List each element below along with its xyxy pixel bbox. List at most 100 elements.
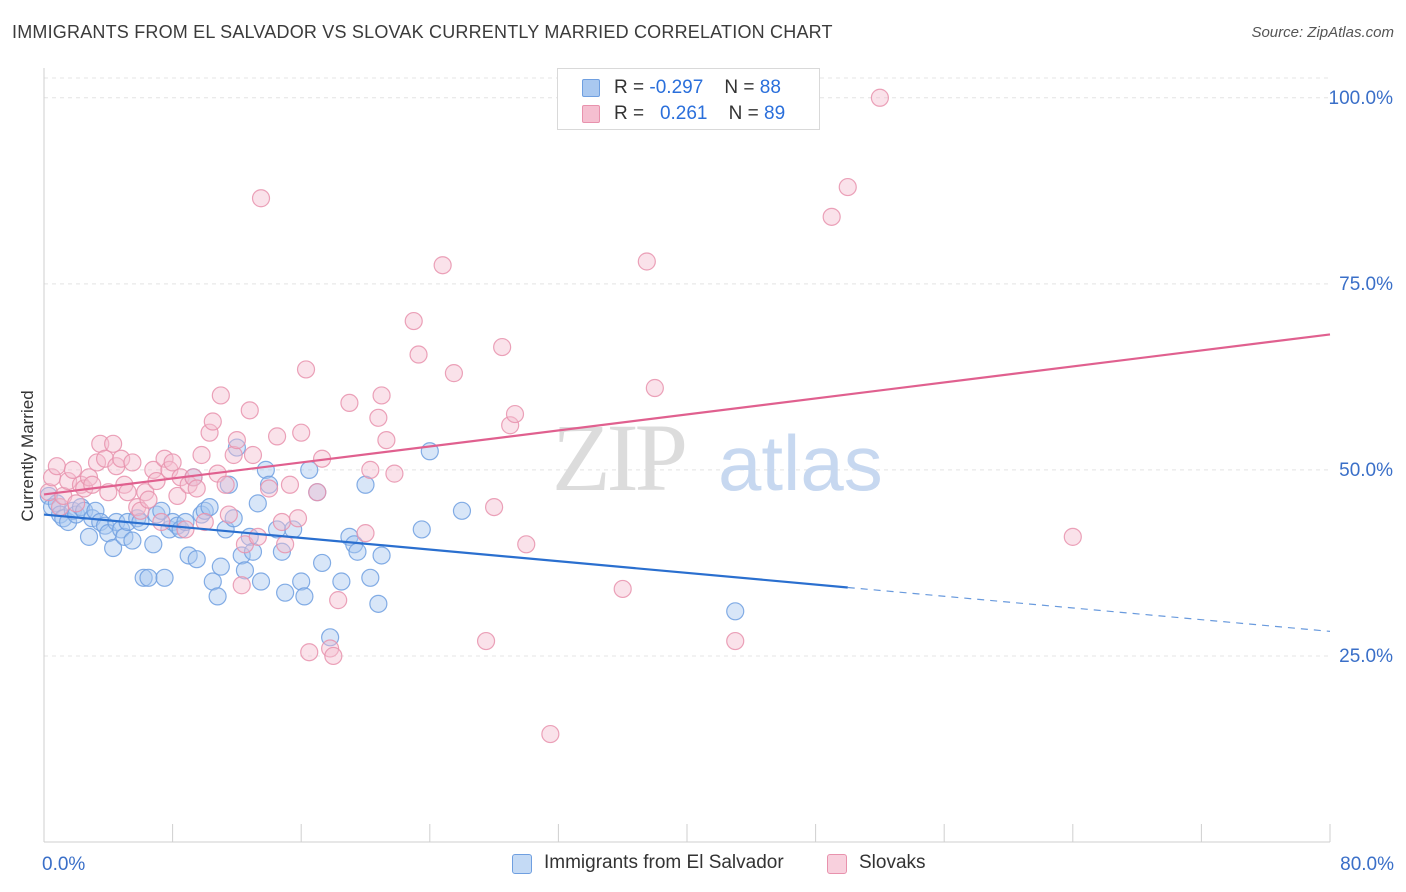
point-slovaks bbox=[308, 483, 327, 502]
legend-label-slovaks: Slovaks bbox=[859, 852, 926, 873]
point-el-salvador bbox=[369, 594, 388, 613]
point-el-salvador bbox=[248, 494, 267, 513]
point-slovaks bbox=[433, 256, 452, 275]
point-el-salvador bbox=[155, 568, 174, 587]
point-el-salvador bbox=[726, 602, 745, 621]
point-slovaks bbox=[272, 512, 292, 532]
axes bbox=[43, 68, 1331, 843]
point-slovaks bbox=[163, 453, 182, 472]
point-slovaks bbox=[870, 88, 890, 107]
point-slovaks bbox=[645, 378, 664, 398]
r-value: 0.261 bbox=[659, 103, 708, 124]
swatch-slovaks bbox=[582, 105, 600, 123]
point-slovaks bbox=[292, 423, 311, 442]
legend-swatch-el-salvador bbox=[512, 854, 532, 874]
point-slovaks bbox=[243, 445, 263, 465]
point-slovaks bbox=[361, 460, 380, 479]
point-slovaks bbox=[517, 535, 536, 554]
trend-line-el-salvador-extension bbox=[847, 586, 1331, 632]
watermark: ZIP atlas bbox=[552, 404, 883, 511]
trend-lines bbox=[43, 333, 1331, 632]
x-tick-label: 80.0% bbox=[1340, 854, 1394, 875]
r-value: -0.297 bbox=[649, 77, 704, 98]
point-slovaks bbox=[726, 631, 745, 651]
point-slovaks bbox=[251, 189, 271, 208]
point-slovaks bbox=[240, 401, 259, 420]
point-el-salvador bbox=[123, 531, 142, 550]
point-slovaks bbox=[224, 445, 243, 465]
y-tick-label: 50.0% bbox=[1339, 460, 1393, 481]
y-tick-label: 75.0% bbox=[1339, 274, 1393, 295]
point-slovaks bbox=[219, 505, 238, 524]
n-value: 88 bbox=[759, 77, 781, 98]
point-el-salvador bbox=[187, 550, 206, 569]
point-el-salvador bbox=[295, 587, 314, 606]
point-slovaks bbox=[637, 252, 656, 271]
tick-labels: 25.0% 50.0% 75.0% 100.0% 0.0% 80.0% bbox=[42, 88, 1394, 875]
trend-line-el-salvador bbox=[43, 513, 848, 589]
point-el-salvador bbox=[452, 501, 472, 520]
point-el-salvador bbox=[139, 568, 158, 587]
point-el-salvador bbox=[312, 553, 332, 573]
point-slovaks bbox=[216, 475, 235, 494]
point-slovaks bbox=[296, 360, 316, 379]
point-slovaks bbox=[203, 412, 222, 431]
point-slovaks bbox=[259, 479, 279, 498]
point-el-salvador bbox=[412, 520, 431, 539]
point-slovaks bbox=[276, 535, 295, 554]
trend-line-slovaks bbox=[43, 333, 1331, 496]
point-slovaks bbox=[195, 512, 214, 532]
data-points bbox=[39, 88, 1082, 744]
watermark-atlas: atlas bbox=[718, 419, 883, 507]
stats-legend: R = -0.297 N = 88 R = 0.261 N = 89 bbox=[557, 68, 820, 130]
y-tick-label: 100.0% bbox=[1329, 88, 1394, 109]
point-el-salvador bbox=[256, 460, 275, 479]
point-el-salvador bbox=[79, 527, 99, 546]
point-slovaks bbox=[476, 631, 496, 651]
point-el-salvador bbox=[332, 572, 351, 591]
point-slovaks bbox=[288, 509, 308, 528]
point-el-salvador bbox=[292, 572, 311, 591]
point-slovaks bbox=[152, 512, 171, 532]
point-slovaks bbox=[340, 393, 359, 413]
point-slovaks bbox=[444, 364, 464, 383]
point-slovaks bbox=[541, 724, 560, 744]
point-el-salvador bbox=[144, 535, 163, 554]
point-slovaks bbox=[385, 464, 404, 483]
point-slovaks bbox=[280, 475, 300, 494]
r-label: R = bbox=[614, 103, 645, 124]
point-slovaks bbox=[324, 646, 343, 666]
point-slovaks bbox=[404, 311, 423, 331]
swatch-el-salvador bbox=[582, 79, 600, 97]
point-slovaks bbox=[192, 445, 211, 465]
point-el-salvador bbox=[208, 587, 227, 606]
point-slovaks bbox=[168, 486, 187, 506]
point-slovaks bbox=[112, 449, 131, 468]
r-label: R = bbox=[614, 77, 645, 98]
point-el-salvador bbox=[276, 583, 295, 602]
point-el-salvador bbox=[134, 568, 153, 587]
point-slovaks bbox=[822, 207, 841, 226]
point-slovaks bbox=[232, 576, 251, 595]
legend-swatch-slovaks bbox=[827, 854, 847, 874]
legend-label-el-salvador: Immigrants from El Salvador bbox=[544, 852, 784, 873]
point-slovaks bbox=[118, 483, 137, 502]
point-el-salvador bbox=[104, 538, 123, 558]
point-slovaks bbox=[67, 494, 86, 513]
point-slovaks bbox=[144, 460, 163, 479]
point-slovaks bbox=[227, 431, 246, 450]
point-el-salvador bbox=[361, 568, 380, 587]
point-slovaks bbox=[83, 475, 102, 494]
point-slovaks bbox=[104, 434, 123, 453]
point-slovaks bbox=[47, 457, 66, 476]
point-slovaks bbox=[613, 579, 632, 599]
point-el-salvador bbox=[235, 561, 255, 580]
point-slovaks bbox=[300, 643, 319, 662]
n-label: N = bbox=[728, 103, 759, 124]
point-slovaks bbox=[505, 404, 525, 424]
x-tick-label: 0.0% bbox=[42, 854, 85, 875]
point-slovaks bbox=[372, 386, 391, 405]
point-slovaks bbox=[838, 177, 857, 197]
point-slovaks bbox=[267, 427, 287, 446]
